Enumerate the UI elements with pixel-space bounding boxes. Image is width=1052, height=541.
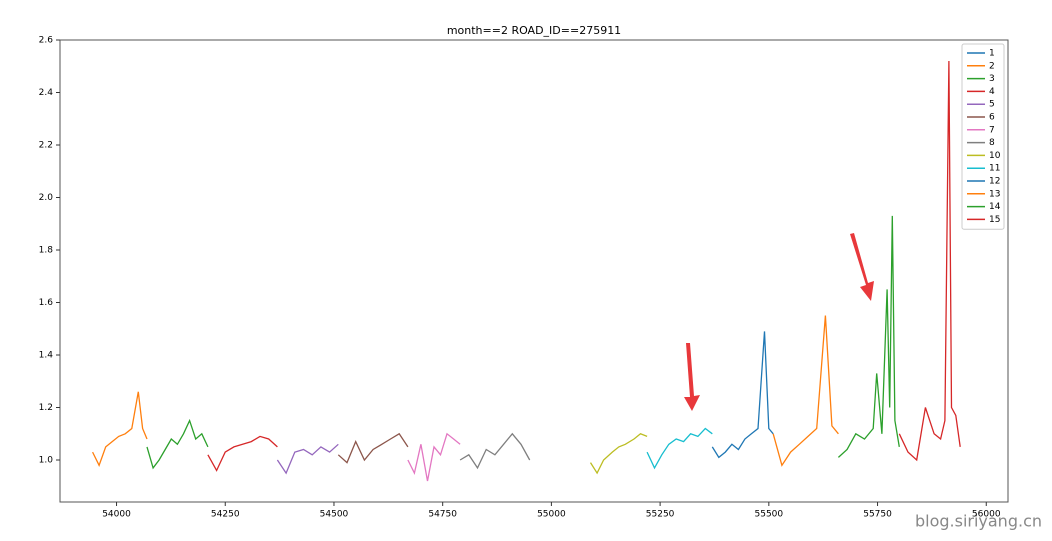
series-line (711, 331, 774, 459)
x-tick-label: 55750 (863, 510, 892, 520)
y-tick-label: 1.4 (39, 351, 54, 361)
legend-label: 15 (989, 215, 1000, 225)
watermark: blog.siriyang.cn (915, 512, 1042, 531)
legend-label: 5 (989, 100, 995, 110)
x-tick-label: 55250 (646, 510, 675, 520)
legend-label: 1 (989, 49, 995, 59)
legend-label: 7 (989, 125, 995, 135)
y-tick-label: 2.0 (39, 193, 54, 203)
legend-label: 2 (989, 61, 995, 71)
x-tick-label: 55500 (755, 510, 784, 520)
y-tick-label: 2.6 (39, 36, 54, 46)
series-line (898, 60, 961, 462)
series-line (276, 443, 339, 475)
y-tick-label: 2.4 (39, 88, 54, 98)
legend-label: 8 (989, 138, 995, 148)
series-line (207, 435, 278, 472)
chart-title: month==2 ROAD_ID==275911 (447, 24, 621, 37)
x-tick-label: 54500 (320, 510, 349, 520)
legend-label: 3 (989, 74, 995, 84)
y-tick-label: 1.8 (39, 246, 54, 256)
legend-label: 4 (989, 87, 995, 97)
arrow (850, 233, 874, 301)
y-tick-label: 1.0 (39, 456, 54, 466)
legend-box (961, 43, 1005, 230)
y-tick-label: 2.2 (39, 141, 53, 151)
legend-label: 14 (989, 202, 1001, 212)
legend-label: 6 (989, 113, 995, 123)
y-tick-label: 1.6 (39, 298, 54, 308)
series-line (772, 315, 839, 467)
x-tick-label: 54750 (428, 510, 457, 520)
y-tick-label: 1.2 (39, 403, 53, 413)
series-line (589, 433, 648, 475)
plot-frame (59, 39, 1009, 503)
x-tick-label: 56000 (972, 510, 1001, 520)
series-line (92, 391, 148, 467)
series-line (459, 432, 531, 470)
x-tick-label: 55000 (537, 510, 566, 520)
series-line (837, 215, 900, 458)
x-tick-label: 54250 (211, 510, 240, 520)
legend-label: 11 (989, 164, 1000, 174)
arrow (684, 343, 700, 411)
legend-label: 12 (989, 177, 1000, 187)
series-line (646, 427, 713, 470)
series-line (146, 418, 209, 470)
x-tick-label: 54000 (102, 510, 131, 520)
series-line (337, 432, 409, 464)
series-line (407, 432, 461, 482)
legend-label: 10 (989, 151, 1001, 161)
legend-label: 13 (989, 189, 1000, 199)
